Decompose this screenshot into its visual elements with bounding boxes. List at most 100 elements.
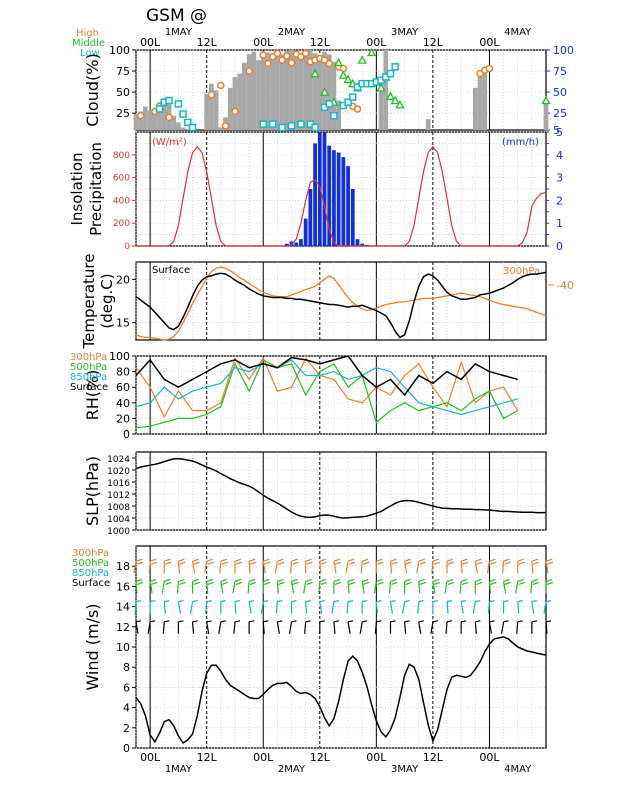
wind-barb-flag xyxy=(277,600,283,603)
wind-barb-flag xyxy=(390,600,396,603)
wind-barb-300hpa xyxy=(262,561,266,574)
wind-barb-flag xyxy=(504,561,511,565)
wind-legend-850hpa: 850hPa xyxy=(72,568,109,579)
y-tick-label: 600 xyxy=(113,174,130,184)
wind-barb-flag xyxy=(546,581,554,585)
wind-barb-flag xyxy=(305,578,312,582)
wind-barb-500hpa xyxy=(373,581,377,594)
high-cloud-marker xyxy=(325,59,333,68)
wind-barb-flag xyxy=(518,561,525,565)
legend-middle-label: Middle xyxy=(72,38,105,49)
y-tick-label: 1012 xyxy=(107,491,130,501)
middle-cloud-marker xyxy=(310,68,320,78)
wind-barb-flag xyxy=(545,558,553,562)
wind-barb-flag xyxy=(278,581,285,585)
wind-barb-flag xyxy=(376,600,382,603)
y-tick-label: 80 xyxy=(116,366,130,379)
wind-barb-flag xyxy=(503,578,510,582)
hour-label-bottom: 00L xyxy=(253,751,274,764)
wind-barb-flag xyxy=(531,558,539,562)
wind-barb-surface xyxy=(262,621,265,634)
high-cloud-marker xyxy=(301,49,310,58)
cloud-bar xyxy=(378,83,384,130)
wind-barb-850hpa xyxy=(460,601,464,614)
high-cloud-marker xyxy=(353,105,362,113)
wind-barb-flag xyxy=(320,561,327,565)
cloud-bar xyxy=(472,87,478,130)
low-cloud-marker xyxy=(287,122,296,130)
cloud-bar xyxy=(284,50,290,131)
wind-barb-flag xyxy=(192,558,199,562)
wind-barb-flag xyxy=(306,561,313,565)
wind-barb-300hpa xyxy=(133,561,137,574)
wind-barb-surface xyxy=(333,621,336,634)
wind-barb-850hpa xyxy=(517,601,520,614)
day-label-bottom: 1MAY xyxy=(165,764,193,775)
wind-barb-850hpa xyxy=(234,601,237,614)
wind-barb-300hpa xyxy=(191,561,196,574)
cloud-panel: 25 50 75 100 5 25 50 75 100 Cloud(%) xyxy=(83,44,574,137)
wind-barb-surface xyxy=(500,621,505,634)
wind-surface-line xyxy=(135,636,547,745)
cloud-bar xyxy=(543,102,549,130)
day-label-top: 1MAY xyxy=(165,27,193,38)
wind-barb-surface xyxy=(135,621,139,634)
wind-barb-flag xyxy=(248,600,255,603)
low-cloud-marker xyxy=(184,118,192,127)
wind-barb-flag xyxy=(460,578,468,582)
wind-barb-flag xyxy=(179,581,186,585)
y-tick-label: 2 xyxy=(123,722,130,735)
insolation-line xyxy=(136,145,547,247)
wind-barb-flag xyxy=(333,578,341,582)
wind-barb-850hpa xyxy=(389,601,394,614)
wind-barb-flag xyxy=(504,581,511,585)
high-cloud-marker xyxy=(231,107,239,116)
wind-barb-flag xyxy=(277,578,284,582)
low-cloud-marker xyxy=(155,105,164,113)
wind-barb-flag xyxy=(291,558,298,562)
wind-barb-flag xyxy=(135,620,142,623)
wind-barb-850hpa xyxy=(305,601,308,614)
wind-barb-flag xyxy=(192,578,199,582)
middle-cloud-marker xyxy=(334,57,344,67)
wind-barb-surface xyxy=(445,621,448,634)
wind-barb-flag xyxy=(291,578,298,582)
wind-barb-500hpa xyxy=(388,581,392,594)
wind-barb-flag xyxy=(362,578,369,582)
wind-barb-flag xyxy=(461,620,467,623)
hour-label-top: 12L xyxy=(423,36,444,49)
y-tick-label: 1000 xyxy=(107,527,130,537)
wind-barb-flag xyxy=(460,558,468,562)
high-cloud-marker xyxy=(485,64,494,73)
wind-barb-flag xyxy=(432,600,439,603)
cloud-bar xyxy=(143,106,148,130)
y-tick-label: 0 xyxy=(123,428,130,441)
wind-barb-flag xyxy=(319,620,325,623)
wind-barb-flag xyxy=(206,600,212,603)
y-tick-label: 1024 xyxy=(107,455,130,465)
wind-barb-flag xyxy=(376,578,383,582)
low-cloud-marker xyxy=(330,111,338,120)
wind-barb-flag xyxy=(546,561,554,565)
wind-barb-surface xyxy=(545,621,548,634)
y-tick-label: 60 xyxy=(116,381,130,394)
wind-barb-flag xyxy=(545,620,552,623)
wind-barb-flag xyxy=(432,558,440,562)
day-label-top: 3MAY xyxy=(391,27,419,38)
wind-legend-500hpa: 500hPa xyxy=(72,558,109,569)
wind-barb-flag xyxy=(165,581,172,585)
wind-barb-flag xyxy=(447,581,455,585)
cloud-bar xyxy=(289,50,294,130)
low-cloud-marker xyxy=(188,123,197,132)
right-tick-label: 2 xyxy=(556,194,563,207)
wind-barb-flag xyxy=(348,561,356,565)
right-tick-label: 50 xyxy=(553,86,567,99)
precip-bar xyxy=(332,150,336,246)
precip-bar xyxy=(341,157,346,246)
wind-barb-flag xyxy=(545,600,552,603)
precip-bar xyxy=(313,143,317,246)
wind-barb-850hpa xyxy=(487,601,491,614)
wind-barb-flag xyxy=(461,561,469,565)
wind-barb-flag xyxy=(446,600,453,603)
precip-bar xyxy=(327,145,332,246)
